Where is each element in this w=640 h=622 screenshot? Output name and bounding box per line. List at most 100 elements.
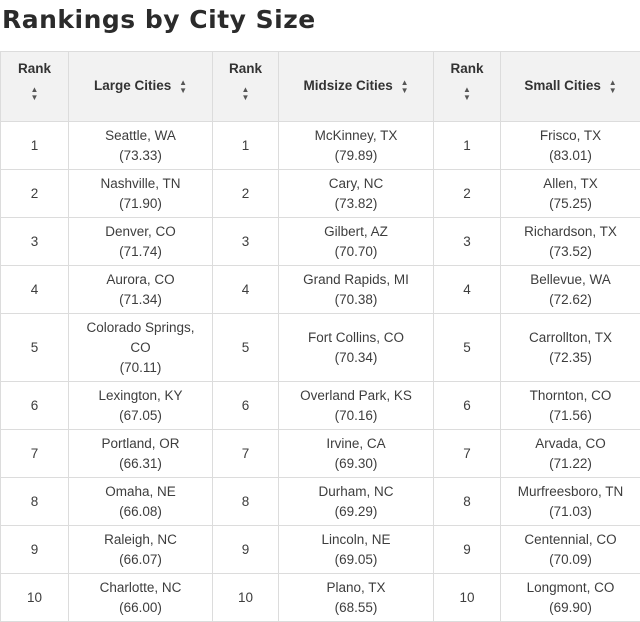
- sort-updown-icon[interactable]: ▲▼: [5, 86, 64, 102]
- table-row: 3 Denver, CO(71.74) 3 Gilbert, AZ(70.70)…: [1, 218, 640, 266]
- table-row: 9 Raleigh, NC(66.07) 9 Lincoln, NE(69.05…: [1, 526, 640, 574]
- large-city-cell: Denver, CO(71.74): [69, 218, 213, 266]
- rank-cell: 7: [1, 430, 69, 478]
- city-name: Charlotte, NC: [73, 578, 208, 598]
- midsize-cities-header[interactable]: Midsize Cities ▲▼: [279, 52, 434, 122]
- small-city-cell: Allen, TX(75.25): [501, 170, 640, 218]
- small-cities-header[interactable]: Small Cities ▲▼: [501, 52, 640, 122]
- midsize-city-cell: McKinney, TX(79.89): [279, 122, 434, 170]
- city-score: (66.08): [73, 502, 208, 522]
- rank-header-large[interactable]: Rank ▲▼: [1, 52, 69, 122]
- city-name: Colorado Springs, CO: [73, 318, 208, 358]
- city-name: Durham, NC: [283, 482, 429, 502]
- small-city-cell: Centennial, CO(70.09): [501, 526, 640, 574]
- rank-cell: 2: [213, 170, 279, 218]
- rank-cell: 9: [1, 526, 69, 574]
- city-name: Denver, CO: [73, 222, 208, 242]
- rank-cell: 5: [1, 314, 69, 382]
- sort-updown-icon[interactable]: ▲▼: [179, 79, 187, 95]
- city-name: Arvada, CO: [505, 434, 636, 454]
- city-score: (69.30): [283, 454, 429, 474]
- city-score: (69.29): [283, 502, 429, 522]
- rank-cell: 4: [1, 266, 69, 314]
- table-row: 7 Portland, OR(66.31) 7 Irvine, CA(69.30…: [1, 430, 640, 478]
- small-city-cell: Carrollton, TX(72.35): [501, 314, 640, 382]
- large-city-cell: Charlotte, NC(66.00): [69, 574, 213, 622]
- rank-cell: 3: [434, 218, 501, 266]
- rank-cell: 8: [213, 478, 279, 526]
- sort-updown-icon[interactable]: ▲▼: [217, 86, 274, 102]
- midsize-city-cell: Fort Collins, CO(70.34): [279, 314, 434, 382]
- midsize-city-cell: Durham, NC(69.29): [279, 478, 434, 526]
- rank-cell: 10: [213, 574, 279, 622]
- rank-cell: 4: [434, 266, 501, 314]
- city-name: Bellevue, WA: [505, 270, 636, 290]
- table-row: 4 Aurora, CO(71.34) 4 Grand Rapids, MI (7…: [1, 266, 640, 314]
- city-score: (70.70): [283, 242, 429, 262]
- city-score: (79.89): [283, 146, 429, 166]
- midsize-city-cell: Lincoln, NE(69.05): [279, 526, 434, 574]
- city-score: (71.56): [505, 406, 636, 426]
- rank-cell: 2: [1, 170, 69, 218]
- city-name: Allen, TX: [505, 174, 636, 194]
- rank-cell: 8: [434, 478, 501, 526]
- table-row: 5 Colorado Springs, CO(70.11) 5 Fort Col…: [1, 314, 640, 382]
- rank-cell: 6: [213, 382, 279, 430]
- city-name: Frisco, TX: [505, 126, 636, 146]
- rank-cell: 4: [213, 266, 279, 314]
- rank-cell: 1: [213, 122, 279, 170]
- city-score: (67.05): [73, 406, 208, 426]
- city-score: (72.62): [505, 290, 636, 310]
- city-name: Lexington, KY: [73, 386, 208, 406]
- sort-updown-icon[interactable]: ▲▼: [401, 79, 409, 95]
- table-row: 8 Omaha, NE(66.08) 8 Durham, NC(69.29) 8…: [1, 478, 640, 526]
- small-city-cell: Murfreesboro, TN(71.03): [501, 478, 640, 526]
- city-name: Carrollton, TX: [505, 328, 636, 348]
- large-city-cell: Colorado Springs, CO(70.11): [69, 314, 213, 382]
- city-name: Overland Park, KS: [283, 386, 429, 406]
- rankings-table: Rank ▲▼ Large Cities ▲▼ Rank ▲▼ Midsize …: [0, 51, 640, 622]
- rank-cell: 7: [213, 430, 279, 478]
- city-name: Plano, TX: [283, 578, 429, 598]
- midsize-city-cell: Overland Park, KS(70.16): [279, 382, 434, 430]
- large-city-cell: Seattle, WA(73.33): [69, 122, 213, 170]
- city-score: (71.34): [73, 290, 208, 310]
- city-score: (66.07): [73, 550, 208, 570]
- rank-cell: 8: [1, 478, 69, 526]
- rank-cell: 6: [1, 382, 69, 430]
- large-city-cell: Raleigh, NC(66.07): [69, 526, 213, 574]
- city-name: Thornton, CO: [505, 386, 636, 406]
- rank-header-small[interactable]: Rank ▲▼: [434, 52, 501, 122]
- midsize-city-cell: Plano, TX(68.55): [279, 574, 434, 622]
- city-name: Irvine, CA: [283, 434, 429, 454]
- rank-cell: 5: [434, 314, 501, 382]
- small-cities-header-label: Small Cities: [524, 78, 601, 93]
- city-name: Lincoln, NE: [283, 530, 429, 550]
- header-row: Rank ▲▼ Large Cities ▲▼ Rank ▲▼ Midsize …: [1, 52, 640, 122]
- large-city-cell: Nashville, TN(71.90): [69, 170, 213, 218]
- large-city-cell: Portland, OR(66.31): [69, 430, 213, 478]
- city-score: (66.00): [73, 598, 208, 618]
- small-city-cell: Arvada, CO(71.22): [501, 430, 640, 478]
- city-name: Grand Rapids, MI: [283, 270, 429, 290]
- city-name: Longmont, CO: [505, 578, 636, 598]
- rank-cell: 6: [434, 382, 501, 430]
- city-score: (73.33): [73, 146, 208, 166]
- large-cities-header[interactable]: Large Cities ▲▼: [69, 52, 213, 122]
- midsize-city-cell: Irvine, CA(69.30): [279, 430, 434, 478]
- city-score: (73.82): [283, 194, 429, 214]
- table-row: 1 Seattle, WA(73.33) 1 McKinney, TX(79.8…: [1, 122, 640, 170]
- rank-cell: 9: [213, 526, 279, 574]
- page-title: Rankings by City Size: [2, 2, 316, 38]
- city-score: (73.52): [505, 242, 636, 262]
- rank-header-midsize[interactable]: Rank ▲▼: [213, 52, 279, 122]
- city-score: (75.25): [505, 194, 636, 214]
- midsize-city-cell: Cary, NC(73.82): [279, 170, 434, 218]
- city-name: Portland, OR: [73, 434, 208, 454]
- rank-header-label: Rank: [450, 61, 483, 76]
- large-city-cell: Aurora, CO(71.34): [69, 266, 213, 314]
- city-score: (70.09): [505, 550, 636, 570]
- sort-updown-icon[interactable]: ▲▼: [438, 86, 496, 102]
- sort-updown-icon[interactable]: ▲▼: [609, 79, 617, 95]
- rank-cell: 1: [434, 122, 501, 170]
